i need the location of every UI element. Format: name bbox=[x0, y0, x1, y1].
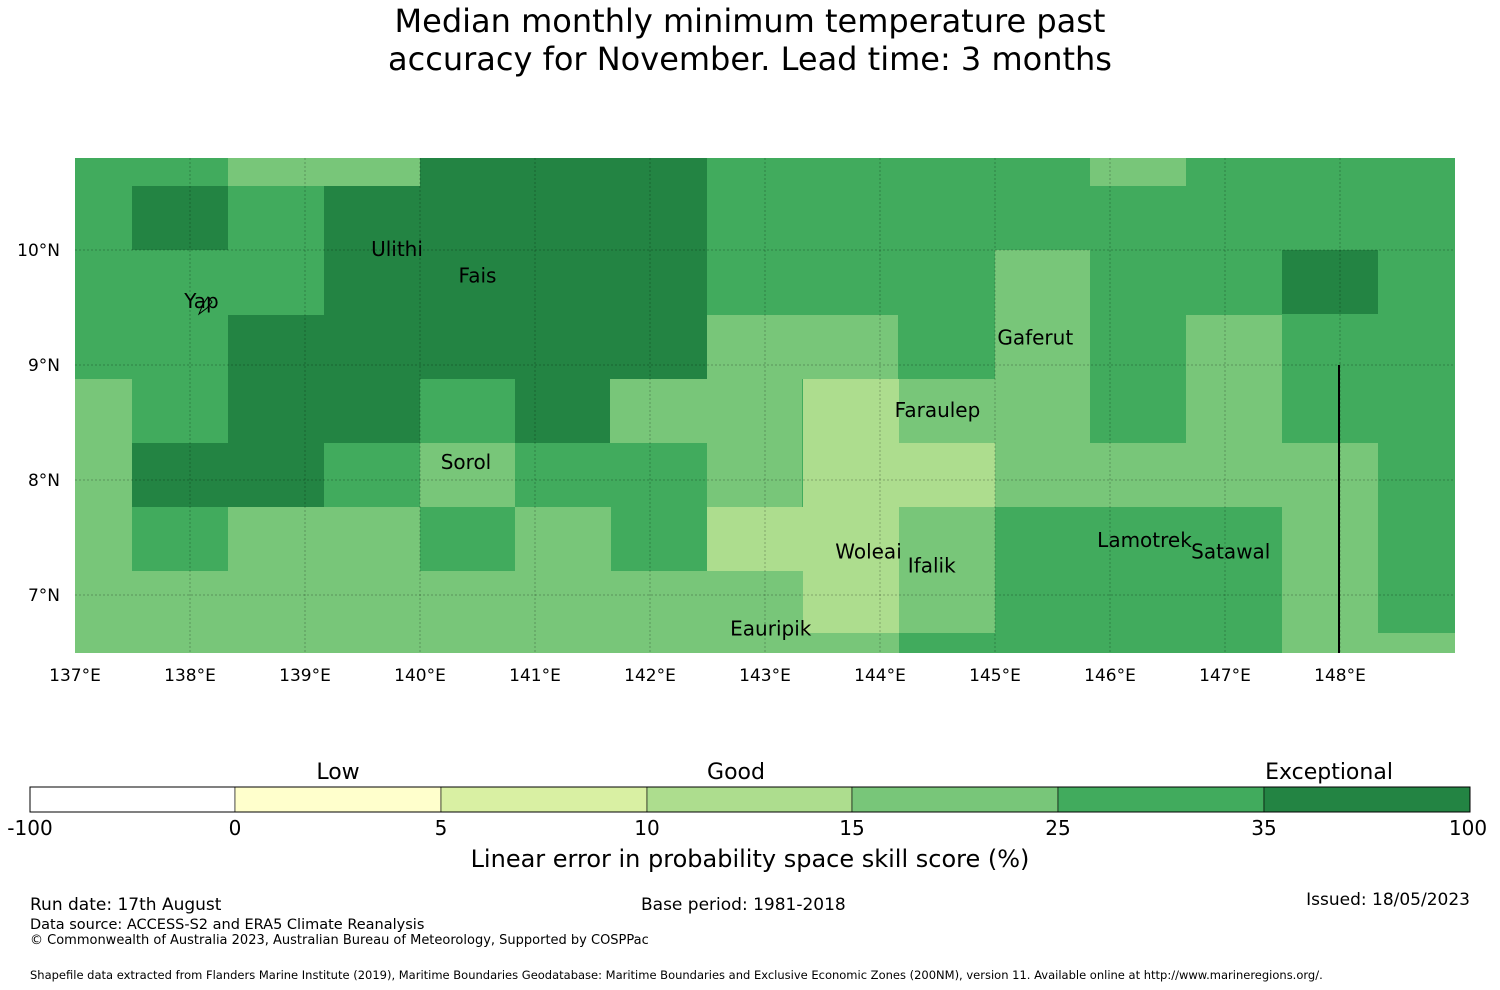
title-line-2: accuracy for November. Lead time: 3 mont… bbox=[388, 40, 1112, 78]
place-label: Woleai bbox=[835, 539, 902, 563]
colorbar-segment bbox=[29, 786, 236, 813]
colorbar-category-exceptional: Exceptional bbox=[1265, 760, 1393, 785]
skill-cell bbox=[707, 315, 898, 379]
place-label: Faraulep bbox=[895, 398, 981, 422]
base-period: Base period: 1981-2018 bbox=[641, 895, 846, 915]
run-date: Run date: 17th August bbox=[30, 895, 222, 915]
colorbar-axis-label: Linear error in probability space skill … bbox=[470, 845, 1030, 873]
skill-cell bbox=[75, 379, 132, 507]
skill-cell bbox=[1090, 443, 1186, 507]
issued-date: Issued: 18/05/2023 bbox=[1306, 890, 1470, 910]
latitude-tick-label: 7°N bbox=[28, 586, 60, 606]
skill-cell bbox=[707, 443, 802, 507]
latitude-tick-label: 10°N bbox=[17, 241, 60, 261]
skill-cell bbox=[899, 379, 995, 443]
latitude-tick-label: 9°N bbox=[28, 356, 60, 376]
skill-cell bbox=[1186, 443, 1282, 507]
colorbar-segment bbox=[440, 786, 648, 813]
colorbar-segment bbox=[646, 786, 853, 813]
colorbar-category-good: Good bbox=[707, 760, 765, 785]
colorbar-tick: 0 bbox=[228, 816, 242, 840]
colorbar-tick: 100 bbox=[1448, 816, 1488, 840]
colorbar-tick: 15 bbox=[839, 816, 865, 840]
skill-cell bbox=[228, 507, 420, 653]
colorbar-tick: 5 bbox=[434, 816, 448, 840]
colorbar-tick: 25 bbox=[1045, 816, 1071, 840]
skill-cell bbox=[610, 379, 802, 443]
skill-cell bbox=[324, 186, 420, 315]
latitude-tick-label: 8°N bbox=[28, 471, 60, 491]
chart-title: Median monthly minimum temperature past … bbox=[0, 2, 1500, 78]
skill-cell bbox=[515, 379, 610, 443]
longitude-tick-label: 137°E bbox=[49, 666, 101, 686]
skill-cell bbox=[420, 443, 515, 507]
axis-tick-labels: 137°E 138°E 139°E 140°E 141°E 142°E 143°E 144°E… bbox=[17, 241, 1366, 686]
longitude-tick-label: 141°E bbox=[509, 666, 561, 686]
graticule bbox=[75, 158, 1455, 653]
skill-cell bbox=[132, 186, 228, 250]
skill-cell bbox=[995, 379, 1090, 507]
skill-cell bbox=[707, 507, 803, 571]
skill-cell bbox=[420, 158, 707, 379]
longitude-tick-label: 139°E bbox=[279, 666, 331, 686]
place-label: Lamotrek bbox=[1097, 528, 1192, 552]
place-label: Satawal bbox=[1191, 539, 1270, 563]
longitude-tick-label: 148°E bbox=[1314, 666, 1366, 686]
skill-grid-cells bbox=[75, 158, 1455, 653]
skill-cell bbox=[132, 443, 324, 507]
place-label: Fais bbox=[459, 263, 497, 287]
colorbar-segment bbox=[234, 786, 442, 813]
skill-cell bbox=[420, 571, 515, 653]
longitude-tick-label: 146°E bbox=[1084, 666, 1136, 686]
skill-cell bbox=[1282, 250, 1378, 314]
skill-cell bbox=[899, 443, 995, 507]
skill-cell bbox=[515, 507, 611, 653]
skill-cell bbox=[803, 633, 899, 653]
skill-cell bbox=[1282, 507, 1378, 653]
skill-cell bbox=[995, 250, 1090, 379]
place-label: Ifalik bbox=[908, 553, 956, 577]
data-source: Data source: ACCESS-S2 and ERA5 Climate … bbox=[30, 917, 425, 933]
longitude-tick-label: 142°E bbox=[624, 666, 676, 686]
skill-cell bbox=[228, 315, 420, 443]
yap-island-outline bbox=[197, 296, 213, 316]
skill-cell bbox=[899, 507, 995, 633]
colorbar-segment bbox=[1263, 786, 1471, 813]
longitude-tick-label: 147°E bbox=[1199, 666, 1251, 686]
skill-cell bbox=[228, 158, 420, 186]
skill-cell bbox=[1282, 443, 1378, 507]
place-label: Gaferut bbox=[997, 326, 1073, 350]
place-label: Ulithi bbox=[371, 237, 423, 261]
title-line-1: Median monthly minimum temperature past bbox=[394, 2, 1106, 40]
longitude-tick-label: 138°E bbox=[164, 666, 216, 686]
longitude-tick-label: 143°E bbox=[739, 666, 791, 686]
colorbar-segment bbox=[1057, 786, 1265, 813]
skill-cell bbox=[1090, 158, 1186, 186]
skill-cell bbox=[75, 507, 132, 653]
longitude-tick-label: 145°E bbox=[969, 666, 1021, 686]
skill-cell bbox=[803, 507, 899, 633]
colorbar-tick: 10 bbox=[634, 816, 660, 840]
colorbar-category-low: Low bbox=[316, 760, 360, 785]
longitude-tick-label: 144°E bbox=[854, 666, 906, 686]
skill-cell bbox=[1186, 315, 1282, 443]
colorbar-segment bbox=[851, 786, 1059, 813]
skill-cell bbox=[611, 571, 803, 653]
colorbar-tick: -100 bbox=[7, 816, 53, 840]
copyright-notice: © Commonwealth of Australia 2023, Austra… bbox=[30, 933, 649, 948]
skill-cell bbox=[420, 379, 515, 443]
colorbar bbox=[29, 786, 1471, 813]
place-labels: UlithiFaisYapGaferutFaraulepSorolWoleaiI… bbox=[183, 237, 1270, 641]
shapefile-credit: Shapefile data extracted from Flanders M… bbox=[30, 968, 1323, 982]
longitude-tick-label: 140°E bbox=[394, 666, 446, 686]
skill-cell bbox=[1378, 633, 1455, 653]
skill-cell bbox=[132, 571, 228, 653]
place-label: Sorol bbox=[441, 450, 492, 474]
place-label: Eauripik bbox=[730, 617, 812, 641]
colorbar-tick: 35 bbox=[1251, 816, 1277, 840]
skill-cell bbox=[803, 379, 899, 507]
colorbar-frame bbox=[29, 786, 1471, 813]
